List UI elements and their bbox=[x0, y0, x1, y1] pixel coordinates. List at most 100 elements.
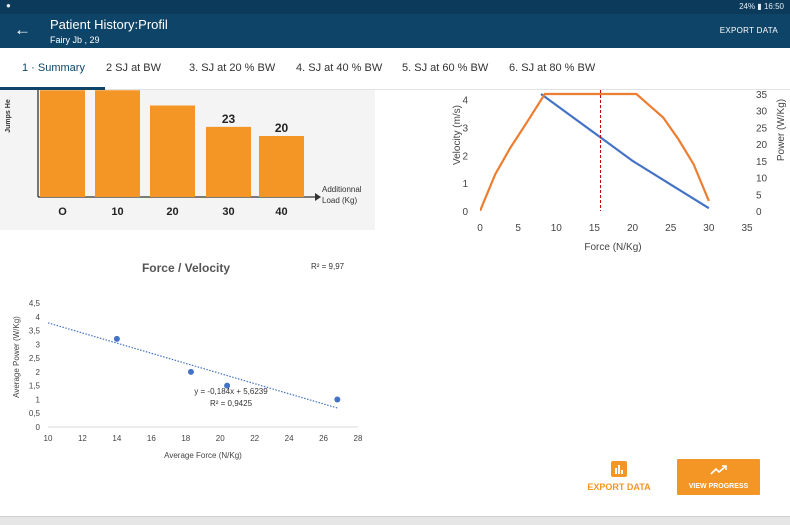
scatter-x-tick: 24 bbox=[285, 434, 294, 443]
bar-x-label: Additionnal Load (Kg) bbox=[322, 185, 362, 205]
vp-x-tick: 5 bbox=[515, 223, 521, 234]
velocity-axis-label: Velocity (m/s) bbox=[452, 105, 463, 165]
scatter-point bbox=[113, 335, 120, 342]
trendline bbox=[47, 322, 338, 409]
scatter-y-tick: 3,5 bbox=[29, 327, 41, 336]
bar-4 bbox=[259, 136, 304, 197]
export-data-button[interactable]: EXPORT DATA bbox=[583, 459, 655, 499]
page-title: Patient History:Profil bbox=[50, 17, 168, 32]
back-arrow-icon[interactable]: ← bbox=[14, 20, 31, 39]
bar-category-label: 10 bbox=[111, 206, 123, 218]
scatter-x-label: Average Force (N/Kg) bbox=[164, 451, 242, 460]
scatter-x-tick: 28 bbox=[354, 434, 363, 443]
export-data-label: EXPORT DATA bbox=[587, 482, 651, 492]
scatter-y-tick: 0 bbox=[36, 423, 41, 432]
tab-sj-20[interactable]: 3. SJ at 20 % BW bbox=[189, 62, 276, 74]
scatter-y-tick: 3 bbox=[36, 340, 41, 349]
scatter-point bbox=[334, 396, 341, 403]
tab-sj-80[interactable]: 6. SJ at 80 % BW bbox=[509, 62, 596, 74]
scatter-y-tick: 0,5 bbox=[29, 409, 41, 418]
vp-y-tick: 4 bbox=[462, 96, 468, 107]
scatter-plot: 10 12 14 16 18 20 22 24 26 28 0 0,5 1 1,5 2 2,5 3 3,5 4 4,5… bbox=[29, 299, 363, 443]
scatter-y-tick: 1,5 bbox=[29, 382, 41, 391]
bottom-navigation-bar bbox=[0, 516, 790, 525]
velocity-line bbox=[540, 93, 710, 210]
bar-chart-icon bbox=[611, 461, 627, 477]
vp-y2-tick: 25 bbox=[756, 123, 768, 134]
vp-y2-tick: 15 bbox=[756, 157, 768, 168]
scatter-y-tick: 2 bbox=[36, 368, 41, 377]
patient-subtitle: Fairy Jb , 29 bbox=[50, 35, 100, 45]
trending-up-icon bbox=[709, 465, 727, 475]
app-bar: ← Patient History:Profil Fairy Jb , 29 E… bbox=[0, 14, 790, 48]
bar-1 bbox=[95, 90, 140, 197]
scatter-x-tick: 18 bbox=[181, 434, 190, 443]
active-tab-indicator bbox=[0, 87, 105, 90]
bar-category-label: O bbox=[58, 206, 67, 218]
vp-y2-tick: 20 bbox=[756, 140, 768, 151]
scatter-y-tick: 4,5 bbox=[29, 299, 41, 308]
vp-y2-tick: 0 bbox=[756, 207, 762, 218]
tab-sj-bw[interactable]: 2 SJ at BW bbox=[106, 62, 162, 74]
bar-2 bbox=[150, 105, 195, 197]
vp-x-tick: 20 bbox=[627, 223, 639, 234]
app-notification-icon: ● bbox=[6, 1, 11, 10]
bar-category-label: 30 bbox=[222, 206, 234, 218]
trend-r2: R² = 0,9425 bbox=[210, 399, 253, 408]
vp-x-tick: 10 bbox=[551, 223, 563, 234]
bar-value-label: 23 bbox=[222, 112, 236, 126]
bar-y-label: Jumps He bbox=[5, 99, 12, 133]
bar-x-axis-arrow bbox=[315, 193, 321, 201]
force-velocity-scatter: Force / Velocity R² = 9,97 10 12 14 16 18 20 2… bbox=[12, 261, 363, 460]
vp-y2-tick: 10 bbox=[756, 174, 768, 185]
scatter-x-tick: 14 bbox=[112, 434, 121, 443]
scatter-x-tick: 20 bbox=[216, 434, 225, 443]
scatter-y-tick: 1 bbox=[36, 395, 41, 404]
scatter-title: Force / Velocity bbox=[142, 261, 230, 275]
scatter-x-tick: 10 bbox=[44, 434, 53, 443]
scatter-x-tick: 26 bbox=[319, 434, 328, 443]
test-tabs: 1 · Summary 2 SJ at BW 3. SJ at 20 % BW … bbox=[0, 48, 790, 90]
bar-3 bbox=[206, 126, 251, 197]
tab-sj-60[interactable]: 5. SJ at 60 % BW bbox=[402, 62, 489, 74]
bar-0 bbox=[40, 90, 85, 197]
tab-sj-40[interactable]: 4. SJ at 40 % BW bbox=[296, 62, 383, 74]
scatter-x-tick: 16 bbox=[147, 434, 156, 443]
force-axis-label: Force (N/Kg) bbox=[584, 242, 641, 253]
view-progress-label: VIEW PROGRESS bbox=[688, 483, 749, 490]
vp-y-tick: 1 bbox=[462, 179, 468, 190]
scatter-point bbox=[224, 382, 231, 389]
vp-y-tick: 2 bbox=[462, 151, 468, 162]
power-axis-label: Power (W/Kg) bbox=[776, 99, 787, 161]
view-progress-button[interactable]: VIEW PROGRESS bbox=[677, 459, 760, 495]
vp-x-tick: 35 bbox=[741, 223, 753, 234]
scatter-x-tick: 12 bbox=[78, 434, 87, 443]
scatter-y-tick: 4 bbox=[36, 313, 41, 322]
tab-summary[interactable]: 1 · Summary bbox=[22, 62, 85, 74]
vp-x-tick: 0 bbox=[477, 223, 483, 234]
vp-y-tick: 3 bbox=[462, 123, 468, 134]
vp-x-tick: 30 bbox=[703, 223, 715, 234]
vp-y2-tick: 30 bbox=[756, 107, 768, 118]
status-indicators: 24% ▮ 16:50 bbox=[739, 2, 784, 11]
bar-value-label: 20 bbox=[275, 121, 289, 135]
status-bar: ● 24% ▮ 16:50 bbox=[0, 0, 790, 14]
bar-category-label: 20 bbox=[166, 206, 178, 218]
export-data-header-button[interactable]: EXPORT DATA bbox=[719, 26, 778, 35]
scatter-x-tick: 22 bbox=[250, 434, 259, 443]
power-line bbox=[480, 92, 710, 211]
vp-x-tick: 25 bbox=[665, 223, 677, 234]
vp-y-tick: 0 bbox=[462, 207, 468, 218]
vp-y2-tick: 35 bbox=[756, 90, 768, 101]
trend-equation: y = -0,184x + 5,6239 bbox=[194, 387, 268, 396]
scatter-r2-label: R² = 9,97 bbox=[311, 262, 345, 271]
vp-y2-tick: 5 bbox=[756, 190, 762, 201]
scatter-y-label: Average Power (W/Kg) bbox=[12, 316, 21, 398]
vp-x-tick: 15 bbox=[589, 223, 601, 234]
scatter-point bbox=[187, 368, 194, 375]
scatter-y-tick: 2,5 bbox=[29, 354, 41, 363]
bar-group: O 10 20 23 30 20 40 bbox=[40, 90, 304, 218]
load-bar-chart: Jumps He O 10 20 23 30 20 40 Additionnal Load (… bbox=[0, 90, 375, 230]
